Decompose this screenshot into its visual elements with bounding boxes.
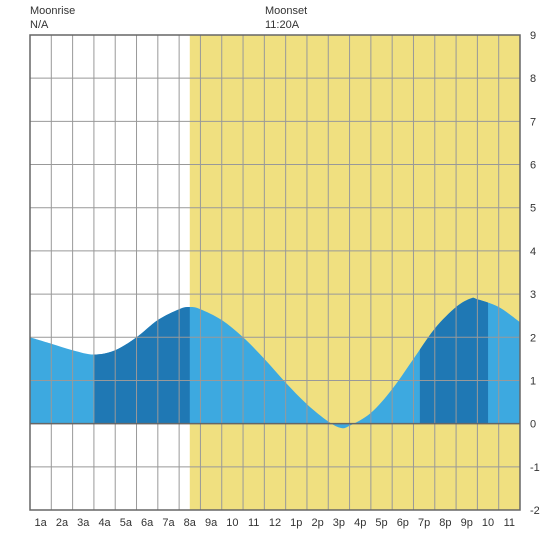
svg-text:5p: 5p: [375, 517, 387, 529]
svg-text:7a: 7a: [162, 517, 175, 529]
svg-text:8a: 8a: [184, 517, 197, 529]
tide-chart: Moonrise N/A Moonset 11:20A 1a2a3a4a5a6a…: [0, 0, 550, 550]
svg-text:6a: 6a: [141, 517, 154, 529]
svg-text:10: 10: [482, 517, 494, 529]
svg-text:2p: 2p: [311, 517, 323, 529]
svg-text:5a: 5a: [120, 517, 133, 529]
svg-text:5: 5: [530, 203, 536, 215]
svg-text:3p: 3p: [333, 517, 345, 529]
svg-text:1p: 1p: [290, 517, 302, 529]
svg-text:1: 1: [530, 375, 536, 387]
svg-text:2a: 2a: [56, 517, 69, 529]
svg-text:6: 6: [530, 160, 536, 172]
svg-text:9a: 9a: [205, 517, 218, 529]
svg-text:11: 11: [504, 517, 515, 529]
svg-text:10: 10: [226, 517, 238, 529]
svg-text:-1: -1: [530, 462, 540, 474]
moonrise-annotation: Moonrise N/A: [30, 4, 75, 33]
svg-text:7p: 7p: [418, 517, 430, 529]
moonrise-label: Moonrise: [30, 4, 75, 18]
svg-text:4: 4: [530, 246, 536, 258]
moonset-annotation: Moonset 11:20A: [265, 4, 307, 33]
svg-text:12: 12: [269, 517, 281, 529]
svg-text:3: 3: [530, 289, 536, 301]
chart-svg: 1a2a3a4a5a6a7a8a9a1011121p2p3p4p5p6p7p8p…: [0, 0, 550, 550]
svg-text:1a: 1a: [35, 517, 48, 529]
svg-text:8: 8: [530, 73, 536, 85]
moonrise-value: N/A: [30, 18, 75, 32]
moonset-label: Moonset: [265, 4, 307, 18]
svg-text:-2: -2: [530, 505, 540, 517]
svg-text:2: 2: [530, 332, 536, 344]
svg-text:0: 0: [530, 419, 536, 431]
moonset-value: 11:20A: [265, 18, 307, 32]
svg-text:9: 9: [530, 30, 536, 42]
svg-text:4p: 4p: [354, 517, 366, 529]
svg-text:9p: 9p: [461, 517, 473, 529]
svg-text:4a: 4a: [98, 517, 111, 529]
svg-text:6p: 6p: [397, 517, 409, 529]
svg-text:3a: 3a: [77, 517, 90, 529]
svg-text:7: 7: [530, 116, 536, 128]
svg-text:11: 11: [248, 517, 259, 529]
svg-text:8p: 8p: [439, 517, 451, 529]
